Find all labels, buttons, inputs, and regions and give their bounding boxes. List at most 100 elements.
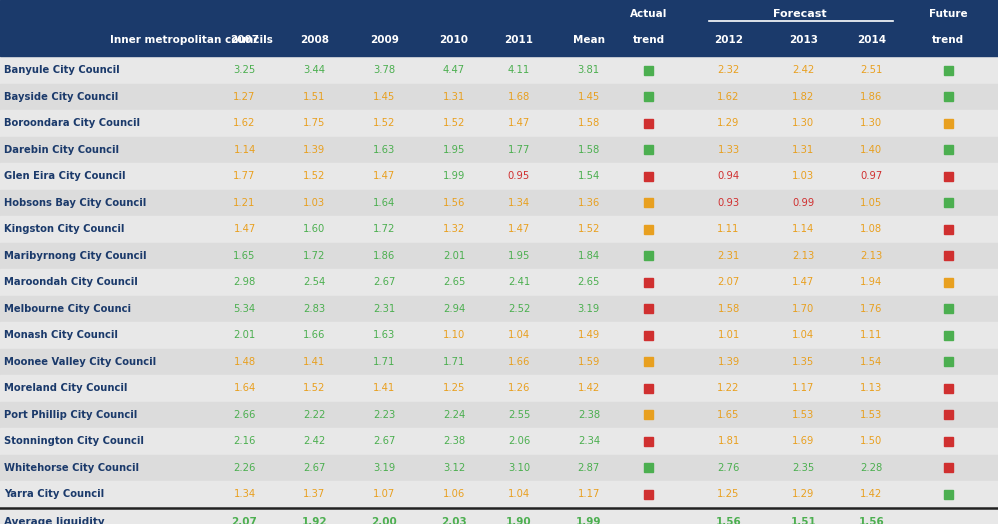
Text: 1.76: 1.76 <box>860 304 882 314</box>
Text: 1.29: 1.29 <box>792 489 814 499</box>
Text: 1.39: 1.39 <box>718 357 740 367</box>
Text: 1.66: 1.66 <box>508 357 530 367</box>
Bar <box>0 481 998 508</box>
Text: 2.06: 2.06 <box>508 436 530 446</box>
Text: 1.65: 1.65 <box>234 251 255 261</box>
Text: 1.51: 1.51 <box>303 92 325 102</box>
Text: 1.54: 1.54 <box>578 171 600 181</box>
Text: 1.13: 1.13 <box>860 383 882 393</box>
Bar <box>644 225 654 234</box>
Text: 2.31: 2.31 <box>718 251 740 261</box>
Text: 3.19: 3.19 <box>578 304 600 314</box>
Text: 3.81: 3.81 <box>578 66 600 75</box>
Text: 3.78: 3.78 <box>373 66 395 75</box>
Text: Boroondara City Council: Boroondara City Council <box>4 118 140 128</box>
Text: 4.11: 4.11 <box>508 66 530 75</box>
Text: 1.66: 1.66 <box>303 330 325 340</box>
Bar <box>644 198 654 208</box>
Bar <box>943 251 953 260</box>
Text: 2.22: 2.22 <box>303 410 325 420</box>
Bar <box>644 251 654 260</box>
Text: 2.01: 2.01 <box>443 251 465 261</box>
Text: 1.56: 1.56 <box>858 517 884 524</box>
Text: 2011: 2011 <box>504 35 534 45</box>
Text: 2.55: 2.55 <box>508 410 530 420</box>
Text: trend: trend <box>633 35 665 45</box>
Text: 1.11: 1.11 <box>718 224 740 234</box>
Text: Average liquidity: Average liquidity <box>4 517 105 524</box>
Text: 4.47: 4.47 <box>443 66 465 75</box>
Text: 1.53: 1.53 <box>860 410 882 420</box>
Bar <box>0 216 998 243</box>
Text: 1.56: 1.56 <box>443 198 465 208</box>
Text: 1.45: 1.45 <box>578 92 600 102</box>
Bar <box>943 145 953 154</box>
Bar <box>644 357 654 366</box>
Text: 2.67: 2.67 <box>373 436 395 446</box>
Bar <box>943 172 953 181</box>
Bar <box>0 269 998 296</box>
Bar <box>644 278 654 287</box>
Text: 1.52: 1.52 <box>443 118 465 128</box>
Text: 1.01: 1.01 <box>718 330 740 340</box>
Text: 1.77: 1.77 <box>234 171 255 181</box>
Text: 1.08: 1.08 <box>860 224 882 234</box>
Text: 0.94: 0.94 <box>718 171 740 181</box>
Text: 1.62: 1.62 <box>234 118 255 128</box>
Bar <box>0 401 998 428</box>
Text: 1.99: 1.99 <box>576 517 602 524</box>
Text: 1.54: 1.54 <box>860 357 882 367</box>
Text: 1.41: 1.41 <box>303 357 325 367</box>
Text: 1.64: 1.64 <box>234 383 255 393</box>
Bar <box>943 410 953 419</box>
Text: 1.25: 1.25 <box>443 383 465 393</box>
Bar <box>644 92 654 101</box>
Text: 2009: 2009 <box>370 35 398 45</box>
Text: 1.47: 1.47 <box>508 118 530 128</box>
Text: 1.47: 1.47 <box>508 224 530 234</box>
Text: 1.42: 1.42 <box>860 489 882 499</box>
Text: Mean: Mean <box>573 35 605 45</box>
Bar <box>0 508 998 524</box>
Text: Inner metropolitan councils: Inner metropolitan councils <box>110 35 272 45</box>
Bar <box>943 119 953 128</box>
Bar <box>943 357 953 366</box>
Text: 1.34: 1.34 <box>234 489 255 499</box>
Text: 2.67: 2.67 <box>373 277 395 287</box>
Text: 1.99: 1.99 <box>443 171 465 181</box>
Text: 1.47: 1.47 <box>792 277 814 287</box>
Text: 2014: 2014 <box>856 35 886 45</box>
Bar <box>644 463 654 472</box>
Text: 3.12: 3.12 <box>443 463 465 473</box>
Text: 1.72: 1.72 <box>303 251 325 261</box>
Bar <box>0 348 998 375</box>
Text: Kingston City Council: Kingston City Council <box>4 224 125 234</box>
Text: 0.99: 0.99 <box>792 198 814 208</box>
Text: 2.98: 2.98 <box>234 277 255 287</box>
Text: 1.11: 1.11 <box>860 330 882 340</box>
Text: 1.72: 1.72 <box>373 224 395 234</box>
Bar <box>644 304 654 313</box>
Text: 1.69: 1.69 <box>792 436 814 446</box>
Bar <box>644 436 654 446</box>
Text: 1.52: 1.52 <box>578 224 600 234</box>
Text: Moonee Valley City Council: Moonee Valley City Council <box>4 357 156 367</box>
Text: 1.95: 1.95 <box>508 251 530 261</box>
Text: 2.52: 2.52 <box>508 304 530 314</box>
Text: 1.10: 1.10 <box>443 330 465 340</box>
Bar <box>943 436 953 446</box>
Text: 2.01: 2.01 <box>234 330 255 340</box>
Text: 1.75: 1.75 <box>303 118 325 128</box>
Bar <box>0 163 998 190</box>
Bar <box>943 331 953 340</box>
Text: 1.52: 1.52 <box>373 118 395 128</box>
Text: Maribyrnong City Council: Maribyrnong City Council <box>4 251 147 261</box>
Text: Yarra City Council: Yarra City Council <box>4 489 104 499</box>
Bar <box>0 243 998 269</box>
Text: 2.51: 2.51 <box>860 66 882 75</box>
Text: Stonnington City Council: Stonnington City Council <box>4 436 144 446</box>
Bar <box>0 375 998 401</box>
Text: 1.05: 1.05 <box>860 198 882 208</box>
Text: 1.58: 1.58 <box>578 145 600 155</box>
Text: 1.81: 1.81 <box>718 436 740 446</box>
